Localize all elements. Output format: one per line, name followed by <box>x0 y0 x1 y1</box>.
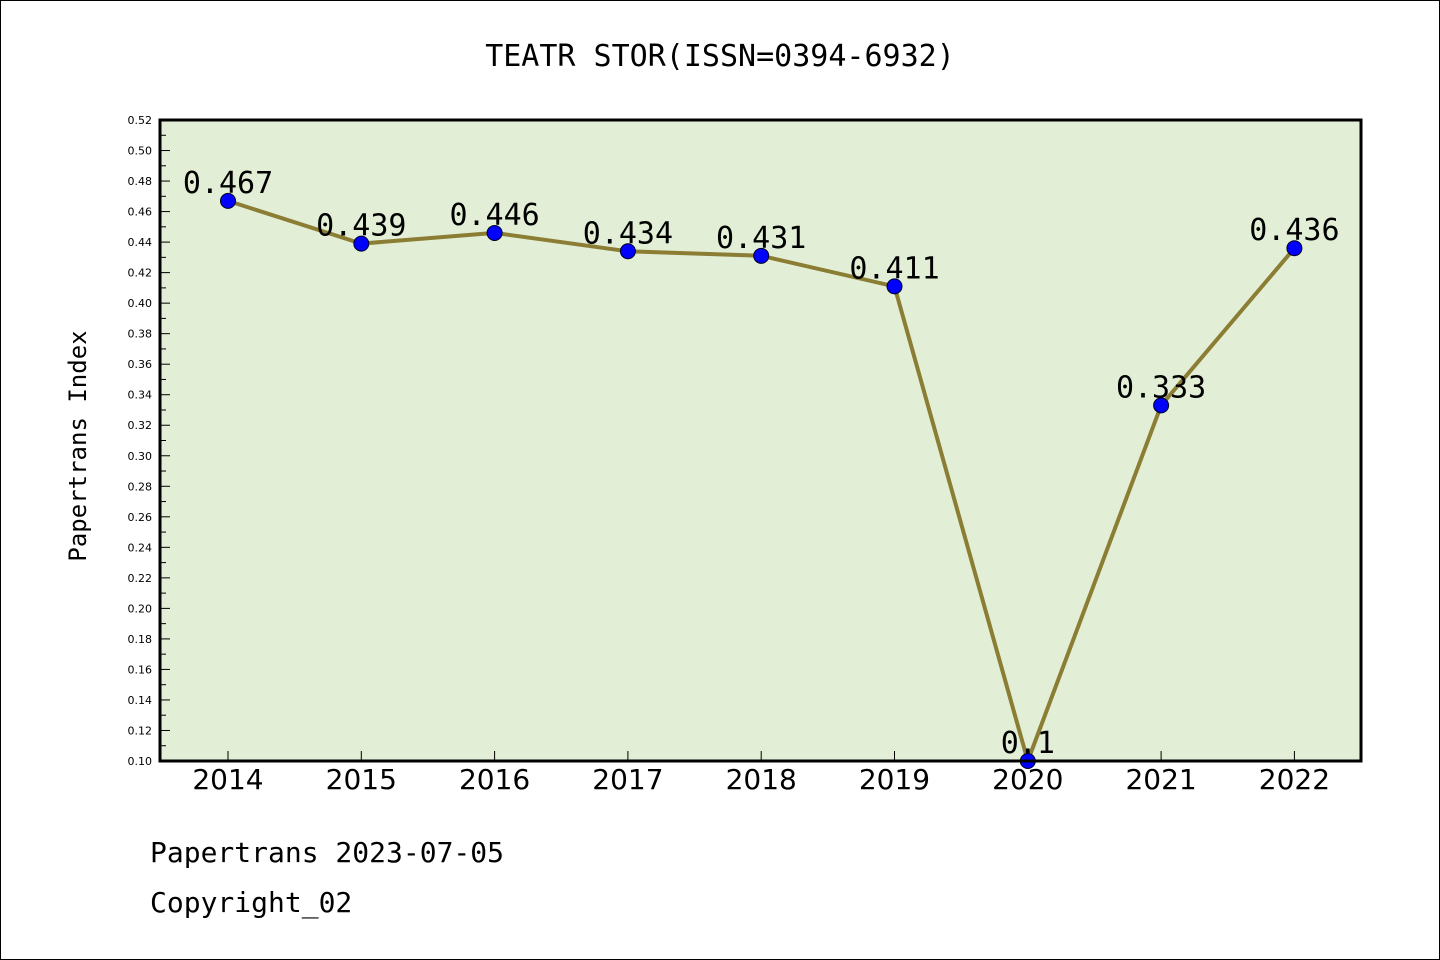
data-point <box>220 192 236 209</box>
y-tick-label: 0.24 <box>128 541 153 554</box>
footer-copyright-text: Copyright_02 <box>150 886 353 919</box>
y-tick-label: 0.22 <box>128 572 153 585</box>
x-tick-label: 2014 <box>192 763 263 796</box>
series-layer: 0.467 0.439 0.446 0.434 0.431 0.411 0.1 0.333 0.… <box>183 166 1340 769</box>
data-point <box>619 243 636 260</box>
data-label: 0.1 <box>1001 726 1055 761</box>
data-point <box>1153 397 1170 414</box>
y-tick-label: 0.40 <box>128 297 153 310</box>
data-label: 0.434 <box>583 216 673 251</box>
data-point <box>753 247 770 264</box>
data-label: 0.436 <box>1249 213 1339 248</box>
y-tick-label: 0.52 <box>128 114 153 127</box>
y-axis-label: Papertrans Index <box>64 330 92 561</box>
data-point <box>486 224 503 241</box>
y-tick-label: 0.34 <box>128 389 153 402</box>
data-label: 0.333 <box>1116 370 1206 405</box>
y-tick-label: 0.38 <box>128 328 153 341</box>
plot-area <box>160 120 1361 761</box>
y-tick-label: 0.18 <box>128 633 153 646</box>
x-tick-label: 2015 <box>326 763 397 796</box>
y-tick-label: 0.48 <box>128 175 153 188</box>
data-label: 0.439 <box>316 209 406 244</box>
data-label: 0.467 <box>183 166 273 201</box>
data-point <box>1286 240 1303 257</box>
x-tick-label: 2018 <box>726 763 797 796</box>
x-tick-label: 2017 <box>592 763 663 796</box>
x-tick-label: 2019 <box>859 763 930 796</box>
footer-date-text: Papertrans 2023-07-05 <box>150 836 505 869</box>
data-label: 0.411 <box>849 251 939 286</box>
y-tick-label: 0.46 <box>128 206 153 219</box>
y-tick-label: 0.10 <box>128 755 153 768</box>
data-point <box>886 278 903 295</box>
y-tick-label: 0.32 <box>128 419 153 432</box>
y-tick-label: 0.42 <box>128 267 153 280</box>
data-label: 0.431 <box>716 221 806 256</box>
y-tick-label: 0.12 <box>128 724 153 737</box>
x-tick-label: 2016 <box>459 763 530 796</box>
y-tick-label: 0.28 <box>128 480 153 493</box>
y-tick-label: 0.14 <box>128 694 153 707</box>
y-tick-label: 0.50 <box>128 145 153 158</box>
y-tick-label: 0.44 <box>128 236 153 249</box>
y-tick-label: 0.26 <box>128 511 153 524</box>
y-tick-label: 0.36 <box>128 358 153 371</box>
x-tick-label: 2021 <box>1125 763 1196 796</box>
y-tick-label: 0.30 <box>128 450 153 463</box>
plot-border <box>158 118 1363 763</box>
y-axis: 0.10 0.12 0.14 0.16 0.18 0.20 0.22 0.24 0.26 0.28… <box>128 114 170 768</box>
y-tick-label: 0.20 <box>128 602 153 615</box>
data-point <box>353 235 370 252</box>
data-label: 0.446 <box>449 198 539 233</box>
x-tick-label: 2022 <box>1259 763 1330 796</box>
chart-title: TEATR STOR(ISSN=0394-6932) <box>485 39 955 74</box>
x-axis: 2014 2015 2016 2017 2018 2019 2020 2021 2022 <box>192 751 1330 796</box>
y-tick-label: 0.16 <box>128 663 153 676</box>
